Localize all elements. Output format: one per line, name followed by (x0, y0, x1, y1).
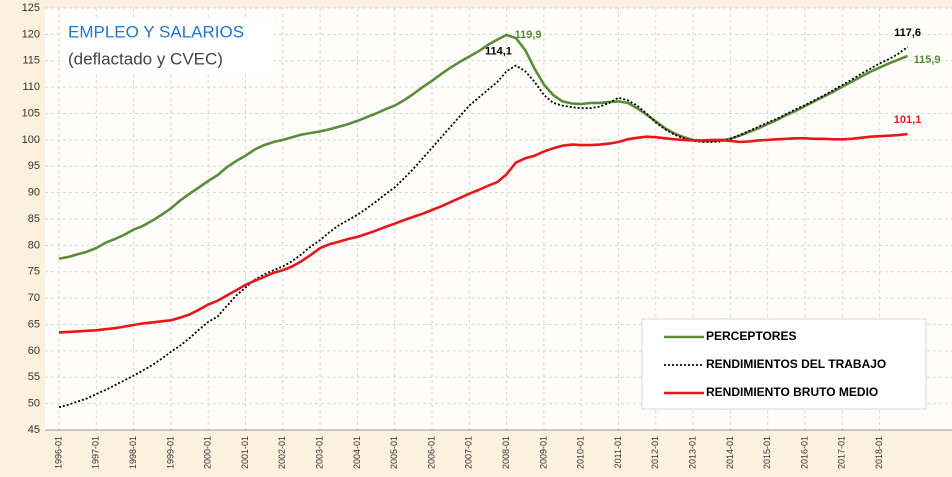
legend-label: PERCEPTORES (706, 329, 796, 343)
y-tick-label: 50 (28, 398, 40, 410)
x-tick-label: 2000-01 (203, 436, 213, 469)
legend-label: RENDIMIENTOS DEL TRABAJO (706, 357, 886, 371)
x-tick-label: 2006-01 (426, 436, 436, 469)
lines (58, 33, 909, 409)
x-tick-label: 1996-01 (53, 436, 63, 469)
title-box (62, 17, 274, 73)
value-label: 115,9 (914, 54, 941, 66)
y-tick-label: 95 (28, 160, 40, 172)
y-tick-label: 115 (22, 55, 40, 67)
y-tick-label: 125 (22, 2, 40, 14)
x-tick-label: 2014-01 (725, 436, 735, 469)
y-tick-label: 60 (28, 345, 40, 357)
y-tick-label: 110 (22, 81, 40, 93)
y-tick-label: 55 (28, 371, 40, 383)
y-tick-label: 90 (28, 187, 40, 199)
y-tick-label: 85 (28, 213, 40, 225)
x-tick-label: 2017-01 (837, 436, 847, 469)
x-tick-label: 2005-01 (389, 436, 399, 469)
x-tick-label: 2018-01 (874, 436, 884, 469)
legend-label: RENDIMIENTO BRUTO MEDIO (706, 385, 878, 399)
x-tick-label: 1998-01 (128, 436, 138, 469)
y-tick-label: 105 (22, 107, 40, 119)
y-tick-label: 75 (28, 266, 40, 278)
x-tick-label: 2009-01 (538, 436, 548, 469)
x-tick-label: 2008-01 (501, 436, 511, 469)
value-label: 117,6 (894, 27, 921, 39)
chart-title: EMPLEO Y SALARIOS (68, 22, 244, 41)
legend-entries: PERCEPTORES RENDIMIENTOS DEL TRABAJO RENDI… (664, 329, 886, 399)
x-tick-label: 1999-01 (165, 436, 175, 469)
value-label: 101,1 (894, 114, 922, 126)
x-tick-label: 2011-01 (613, 436, 623, 468)
y-tick-label: 100 (22, 134, 40, 146)
x-tick-label: 2007-01 (464, 436, 474, 469)
x-tick-label: 1997-01 (91, 436, 101, 469)
value-label: 119,9 (515, 29, 542, 41)
x-tick-label: 2015-01 (762, 436, 772, 469)
x-tick-label: 2012-01 (650, 436, 660, 469)
y-tick-label: 70 (28, 292, 40, 304)
x-tick-label: 2001-01 (240, 436, 250, 469)
series-line (58, 33, 909, 260)
chart-subtitle: (deflactado y CVEC) (68, 49, 223, 68)
value-label: 114,1 (485, 45, 512, 57)
x-tick-label: 2010-01 (576, 436, 586, 469)
x-tick-label: 2004-01 (352, 436, 362, 469)
y-tick-label: 120 (22, 28, 40, 40)
x-tick-label: 2003-01 (314, 436, 324, 469)
x-tick-label: 2016-01 (799, 436, 809, 469)
series-line (58, 132, 908, 334)
x-tick-label: 2013-01 (687, 436, 697, 469)
y-tick-label: 65 (28, 318, 40, 330)
y-tick-label: 80 (28, 239, 40, 251)
x-tick-label: 2002-01 (277, 436, 287, 469)
y-tick-label: 45 (28, 424, 40, 436)
